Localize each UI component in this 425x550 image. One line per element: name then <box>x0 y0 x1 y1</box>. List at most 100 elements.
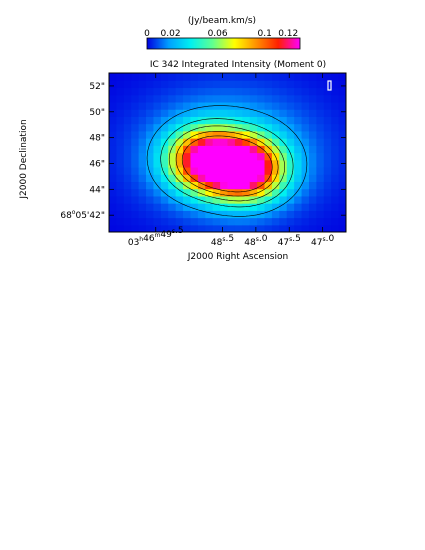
heatmap-cell <box>242 138 251 146</box>
heatmap-cell <box>323 217 332 226</box>
heatmap-cell <box>271 159 280 168</box>
heatmap-cell <box>286 138 295 146</box>
heatmap-cell <box>220 109 229 117</box>
heatmap-cell <box>279 80 288 89</box>
heatmap-cell <box>212 166 221 175</box>
heatmap-cell <box>257 109 266 117</box>
heatmap-cell <box>257 195 266 204</box>
heatmap-cell <box>175 217 184 226</box>
colorbar-unit-label: (Jy/beam.km/s) <box>188 16 256 26</box>
heatmap-cell <box>168 80 177 89</box>
heatmap-cell <box>294 94 303 103</box>
heatmap-cell <box>131 101 140 110</box>
heatmap-cell <box>242 210 251 219</box>
heatmap-cell <box>249 130 258 139</box>
heatmap-cell <box>168 166 177 175</box>
heatmap-cell <box>168 188 177 197</box>
heatmap-cell <box>205 174 214 183</box>
heatmap-cell <box>138 224 147 232</box>
heatmap-cell <box>116 73 125 81</box>
heatmap-cell <box>168 217 177 226</box>
heatmap-cell <box>138 101 147 110</box>
heatmap-cell <box>205 73 214 81</box>
heatmap-cell <box>205 145 214 154</box>
y-axis-ticks: 52" 50" 48" 46" 44" 68o05'42" <box>60 82 346 221</box>
colorbar-tick-label: 0.1 <box>258 29 272 39</box>
heatmap-cell <box>316 101 325 110</box>
heatmap-cell <box>308 73 317 81</box>
heatmap-cell <box>301 116 310 125</box>
contour-line <box>168 125 285 202</box>
heatmap-cell <box>109 87 118 96</box>
heatmap-cell <box>249 174 258 183</box>
heatmap-cell <box>153 130 162 139</box>
heatmap-cell <box>116 203 125 211</box>
heatmap-cell <box>183 174 192 183</box>
heatmap-cell <box>301 123 310 132</box>
heatmap-cell <box>138 73 147 81</box>
heatmap-cell <box>242 73 251 81</box>
heatmap-cell <box>138 145 147 154</box>
heatmap-cell <box>279 195 288 204</box>
heatmap-cell <box>146 203 155 211</box>
heatmap-cell <box>257 130 266 139</box>
heatmap-cell <box>338 130 346 139</box>
heatmap-cell <box>183 195 192 204</box>
heatmap-cell <box>279 159 288 168</box>
heatmap-cell <box>338 224 346 232</box>
heatmap-cell <box>227 203 236 211</box>
heatmap-cell <box>227 174 236 183</box>
heatmap-cell <box>264 101 273 110</box>
heatmap-cell <box>301 130 310 139</box>
heatmap-cell <box>242 123 251 132</box>
heatmap-cell <box>308 87 317 96</box>
heatmap-cell <box>205 87 214 96</box>
heatmap-cell <box>271 174 280 183</box>
heatmap-cell <box>153 159 162 168</box>
heatmap-cell <box>146 188 155 197</box>
heatmap-cell <box>138 87 147 96</box>
heatmap-cell <box>153 188 162 197</box>
heatmap-cell <box>197 73 206 81</box>
heatmap-cell <box>116 145 125 154</box>
intensity-contours <box>146 105 308 217</box>
heatmap-cell <box>168 73 177 81</box>
heatmap-cell <box>160 159 169 168</box>
heatmap-cell <box>212 73 221 81</box>
heatmap-cell <box>227 145 236 154</box>
heatmap-cell <box>183 73 192 81</box>
heatmap-cell <box>264 80 273 89</box>
heatmap-cell <box>160 195 169 204</box>
heatmap-cell <box>264 195 273 204</box>
heatmap-cell <box>323 123 332 132</box>
heatmap-cell <box>131 174 140 183</box>
heatmap-cell <box>249 116 258 125</box>
heatmap-cell <box>286 181 295 190</box>
heatmap-cell <box>212 174 221 183</box>
heatmap-cell <box>316 116 325 125</box>
heatmap-cell <box>109 195 118 204</box>
heatmap-cell <box>294 130 303 139</box>
heatmap-cell <box>257 87 266 96</box>
heatmap-cell <box>190 101 199 110</box>
heatmap-cell <box>175 101 184 110</box>
heatmap-cell <box>160 87 169 96</box>
heatmap-cell <box>197 145 206 154</box>
heatmap-cell <box>331 138 340 146</box>
heatmap-cell <box>308 174 317 183</box>
heatmap-cell <box>294 181 303 190</box>
y-tick-label: 50" <box>89 108 105 118</box>
heatmap-cell <box>183 123 192 132</box>
heatmap-cell <box>323 210 332 219</box>
heatmap-cell <box>257 159 266 168</box>
heatmap-cell <box>249 123 258 132</box>
heatmap-cell <box>227 152 236 161</box>
heatmap-cell <box>131 224 140 232</box>
heatmap-cell <box>331 188 340 197</box>
heatmap-cell <box>279 210 288 219</box>
heatmap-cell <box>294 224 303 232</box>
heatmap-cell <box>308 116 317 125</box>
heatmap-cell <box>146 73 155 81</box>
heatmap-cell <box>308 138 317 146</box>
heatmap-cell <box>301 181 310 190</box>
